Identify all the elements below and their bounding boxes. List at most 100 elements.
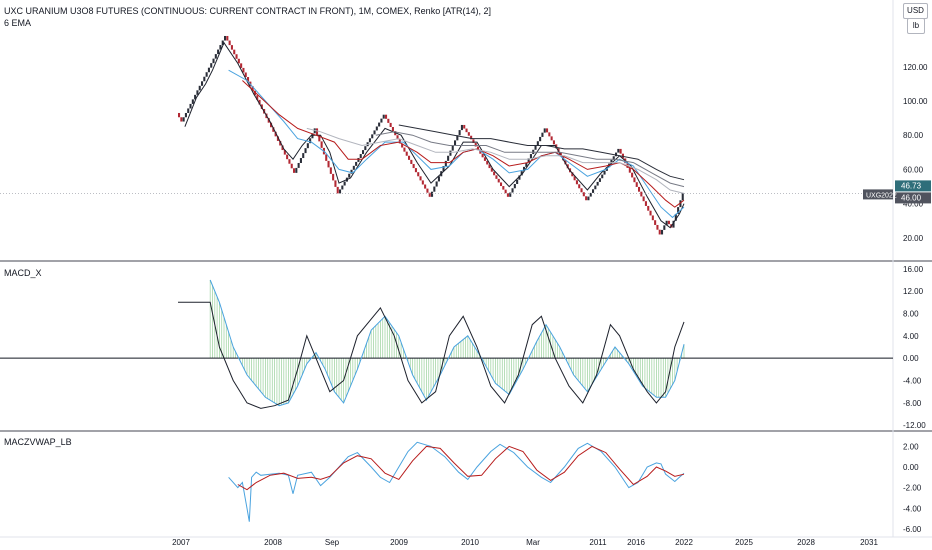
chart-title: UXC URANIUM U3O8 FUTURES (CONTINUOUS: CU… [4, 6, 492, 16]
ema-line-4 [306, 127, 685, 194]
renko-brick [403, 147, 406, 152]
y-tick-label: 2.00 [903, 442, 919, 451]
renko-brick [598, 178, 601, 182]
renko-brick [506, 193, 509, 197]
renko-brick [329, 167, 332, 174]
y-tick-label: 12.00 [903, 287, 924, 296]
renko-brick [433, 186, 436, 192]
renko-brick [274, 131, 277, 137]
renko-brick [458, 130, 461, 136]
renko-brick [582, 192, 585, 197]
renko-brick [371, 134, 374, 139]
renko-brick [336, 186, 339, 194]
x-tick-label: Mar [526, 538, 540, 547]
renko-brick [594, 185, 597, 190]
renko-brick [552, 140, 555, 145]
renko-brick [511, 188, 514, 193]
renko-brick [380, 118, 383, 123]
unit-button[interactable]: lb [907, 18, 925, 34]
renko-brick [447, 155, 450, 161]
renko-brick [529, 154, 532, 159]
renko-brick [428, 192, 431, 197]
renko-brick [201, 81, 204, 86]
renko-brick [258, 99, 261, 105]
renko-brick [679, 200, 682, 208]
renko-brick [477, 146, 480, 151]
indicator-label[interactable]: 6 EMA [4, 18, 32, 28]
y-tick-label: 4.00 [903, 332, 919, 341]
maczvwap-pane-title[interactable]: MACZVWAP_LB [4, 437, 72, 447]
renko-brick [414, 168, 417, 173]
renko-brick [644, 201, 647, 206]
renko-brick [270, 122, 273, 128]
renko-brick [502, 186, 505, 190]
x-tick-label: 2025 [735, 538, 753, 547]
renko-brick [256, 95, 259, 100]
macd-pane-title[interactable]: MACD_X [4, 268, 42, 278]
renko-brick [619, 148, 622, 154]
renko-brick [244, 72, 247, 78]
renko-brick [490, 168, 493, 172]
renko-brick [523, 166, 526, 172]
renko-brick [334, 180, 337, 187]
renko-brick [405, 151, 408, 156]
price-badge-bg [895, 180, 931, 192]
renko-brick [325, 154, 328, 161]
renko-brick [343, 181, 346, 186]
currency-button[interactable]: USD [903, 3, 928, 19]
renko-brick [359, 154, 362, 158]
y-tick-label: 20.00 [903, 234, 924, 243]
maczvwap-line-2 [237, 445, 685, 491]
x-tick-label: 2009 [390, 538, 408, 547]
y-tick-label: 100.00 [903, 97, 928, 106]
renko-brick [543, 128, 546, 133]
renko-brick [286, 154, 289, 160]
renko-brick [368, 138, 371, 143]
renko-brick [548, 132, 551, 137]
renko-brick [465, 128, 468, 133]
y-tick-label: 16.00 [903, 265, 924, 274]
renko-brick [297, 162, 300, 168]
renko-brick [640, 191, 643, 197]
renko-brick [212, 58, 215, 64]
renko-brick [633, 177, 636, 183]
renko-brick [228, 40, 231, 46]
renko-brick [309, 138, 312, 144]
x-tick-label: 2010 [461, 538, 479, 547]
renko-brick [539, 136, 542, 142]
renko-brick [311, 133, 314, 139]
y-tick-label: 40.00 [903, 200, 924, 209]
renko-brick [293, 168, 296, 173]
renko-brick [661, 229, 664, 235]
renko-brick [219, 45, 222, 50]
renko-brick [180, 117, 183, 122]
renko-brick [534, 145, 537, 150]
renko-brick [656, 224, 659, 230]
renko-brick [497, 178, 500, 183]
renko-brick [642, 196, 645, 202]
renko-brick [674, 213, 677, 221]
price-badge-upper: 46.73 [901, 181, 922, 190]
renko-brick [663, 225, 666, 230]
renko-brick [385, 114, 388, 119]
renko-brick [295, 167, 298, 173]
renko-brick [306, 143, 309, 149]
renko-brick [647, 205, 650, 211]
renko-brick [495, 175, 498, 179]
renko-brick [352, 165, 355, 170]
renko-brick [233, 49, 236, 55]
renko-brick [184, 112, 187, 118]
renko-brick [320, 141, 323, 148]
renko-brick [486, 160, 489, 165]
x-tick-label: Sep [325, 538, 340, 547]
renko-brick [479, 150, 482, 154]
renko-brick [339, 189, 342, 194]
renko-brick [513, 183, 516, 189]
y-tick-label: -12.00 [903, 421, 926, 430]
renko-brick [500, 182, 503, 187]
ema-line-3 [242, 80, 685, 208]
renko-brick [316, 128, 319, 135]
renko-brick [304, 148, 307, 154]
renko-brick [421, 180, 424, 185]
